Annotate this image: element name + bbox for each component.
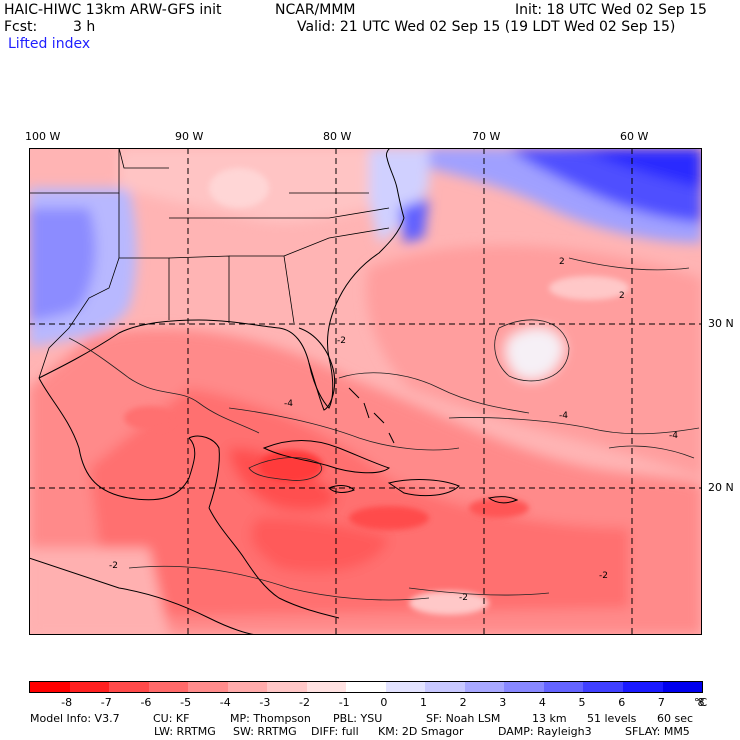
footer-damp: DAMP: Rayleigh3 <box>498 725 592 738</box>
colorbar-swatch <box>267 682 307 692</box>
colorbar <box>29 681 703 693</box>
footer-sf: SF: Noah LSM <box>426 712 501 725</box>
colorbar-tick-label: -2 <box>299 696 310 709</box>
field-shading <box>29 148 702 635</box>
colorbar-tick-label: 4 <box>538 696 546 709</box>
footer-resolution: 13 km <box>532 712 567 725</box>
footer-mp: MP: Thompson <box>230 712 311 725</box>
colorbar-tick-label: 8 <box>697 696 705 709</box>
colorbar-swatch <box>69 682 110 692</box>
colorbar-swatch <box>306 682 347 692</box>
map-frame <box>29 148 702 635</box>
footer-pbl: PBL: YSU <box>333 712 383 725</box>
colorbar-swatch <box>30 682 70 692</box>
contour-label: -4 <box>284 399 293 409</box>
colorbar-tick-label: -4 <box>219 696 231 709</box>
colorbar-tick-label: 2 <box>459 696 467 709</box>
lon-label-60w: 60 W <box>620 130 649 143</box>
colorbar-tick-label: 5 <box>578 696 586 709</box>
colorbar-swatch <box>464 682 505 692</box>
colorbar-swatch <box>109 682 149 692</box>
lon-label-100w: 100 W <box>25 130 61 143</box>
colorbar-tick-label: 1 <box>419 696 427 709</box>
footer-lw: LW: RRTMG <box>154 725 216 738</box>
colorbar-tick-label: -5 <box>180 696 192 709</box>
contour-label: -2 <box>599 571 608 581</box>
contour-label: 2 <box>619 291 625 301</box>
colorbar-tick-label: -6 <box>140 696 152 709</box>
graticule <box>29 148 702 635</box>
lon-label-70w: 70 W <box>472 130 501 143</box>
contour-labels: 2 2 -2 -4 -4 -4 -2 -2 -2 <box>109 257 678 603</box>
coastlines <box>29 148 519 635</box>
lifted-index-map: 2 2 -2 -4 -4 -4 -2 -2 -2 <box>29 148 702 635</box>
colorbar-swatch <box>148 682 189 692</box>
lat-label-30n: 30 N <box>708 317 734 330</box>
lat-label-20n: 20 N <box>708 481 734 494</box>
colorbar-swatch <box>583 682 623 692</box>
valid-time: Valid: 21 UTC Wed 02 Sep 15 (19 LDT Wed … <box>297 19 676 35</box>
footer-km: KM: 2D Smagor <box>378 725 464 738</box>
fcst-label: Fcst: <box>4 19 38 35</box>
colorbar-tick-label: -3 <box>259 696 271 709</box>
colorbar-swatch <box>346 682 386 692</box>
colorbar-swatch <box>188 682 228 692</box>
contour-label: -4 <box>559 411 568 421</box>
colorbar-swatch <box>504 682 544 692</box>
contour-label: 2 <box>559 257 565 267</box>
colorbar-tick-label: -1 <box>338 696 350 709</box>
colorbar-swatch <box>425 682 465 692</box>
colorbar-tick-label: -8 <box>61 696 73 709</box>
colorbar-tick-label: 6 <box>618 696 626 709</box>
footer-diff: DIFF: full <box>311 725 359 738</box>
contour-label: -2 <box>109 561 118 571</box>
colorbar-swatch <box>662 682 703 692</box>
footer-sw: SW: RRTMG <box>233 725 297 738</box>
lon-label-80w: 80 W <box>323 130 352 143</box>
colorbar-tick-label: -7 <box>100 696 112 709</box>
footer-cu: CU: KF <box>153 712 190 725</box>
contour-label: -2 <box>459 593 468 603</box>
footer-sflay: SFLAY: MM5 <box>625 725 690 738</box>
lon-label-90w: 90 W <box>175 130 204 143</box>
colorbar-swatch <box>543 682 584 692</box>
footer-model-info: Model Info: V3.7 <box>30 712 120 725</box>
field-name: Lifted index <box>8 36 91 52</box>
colorbar-swatch <box>385 682 426 692</box>
contour-label: -2 <box>337 336 346 346</box>
state-borders <box>29 148 390 379</box>
model-title: HAIC-HIWC 13km ARW-GFS init <box>4 2 222 18</box>
colorbar-swatch <box>622 682 663 692</box>
colorbar-tick-label: 3 <box>499 696 507 709</box>
colorbar-swatch <box>227 682 268 692</box>
footer-levels: 51 levels <box>587 712 637 725</box>
org-label: NCAR/MMM <box>275 2 356 18</box>
fcst-value: 3 h <box>73 19 96 35</box>
contour-label: -4 <box>669 431 678 441</box>
colorbar-unit: °C <box>694 696 708 709</box>
init-time: Init: 18 UTC Wed 02 Sep 15 <box>515 2 707 18</box>
footer-timestep: 60 sec <box>657 712 694 725</box>
colorbar-tick-label: 0 <box>380 696 388 709</box>
contours <box>68 257 700 601</box>
colorbar-tick-label: 7 <box>657 696 665 709</box>
